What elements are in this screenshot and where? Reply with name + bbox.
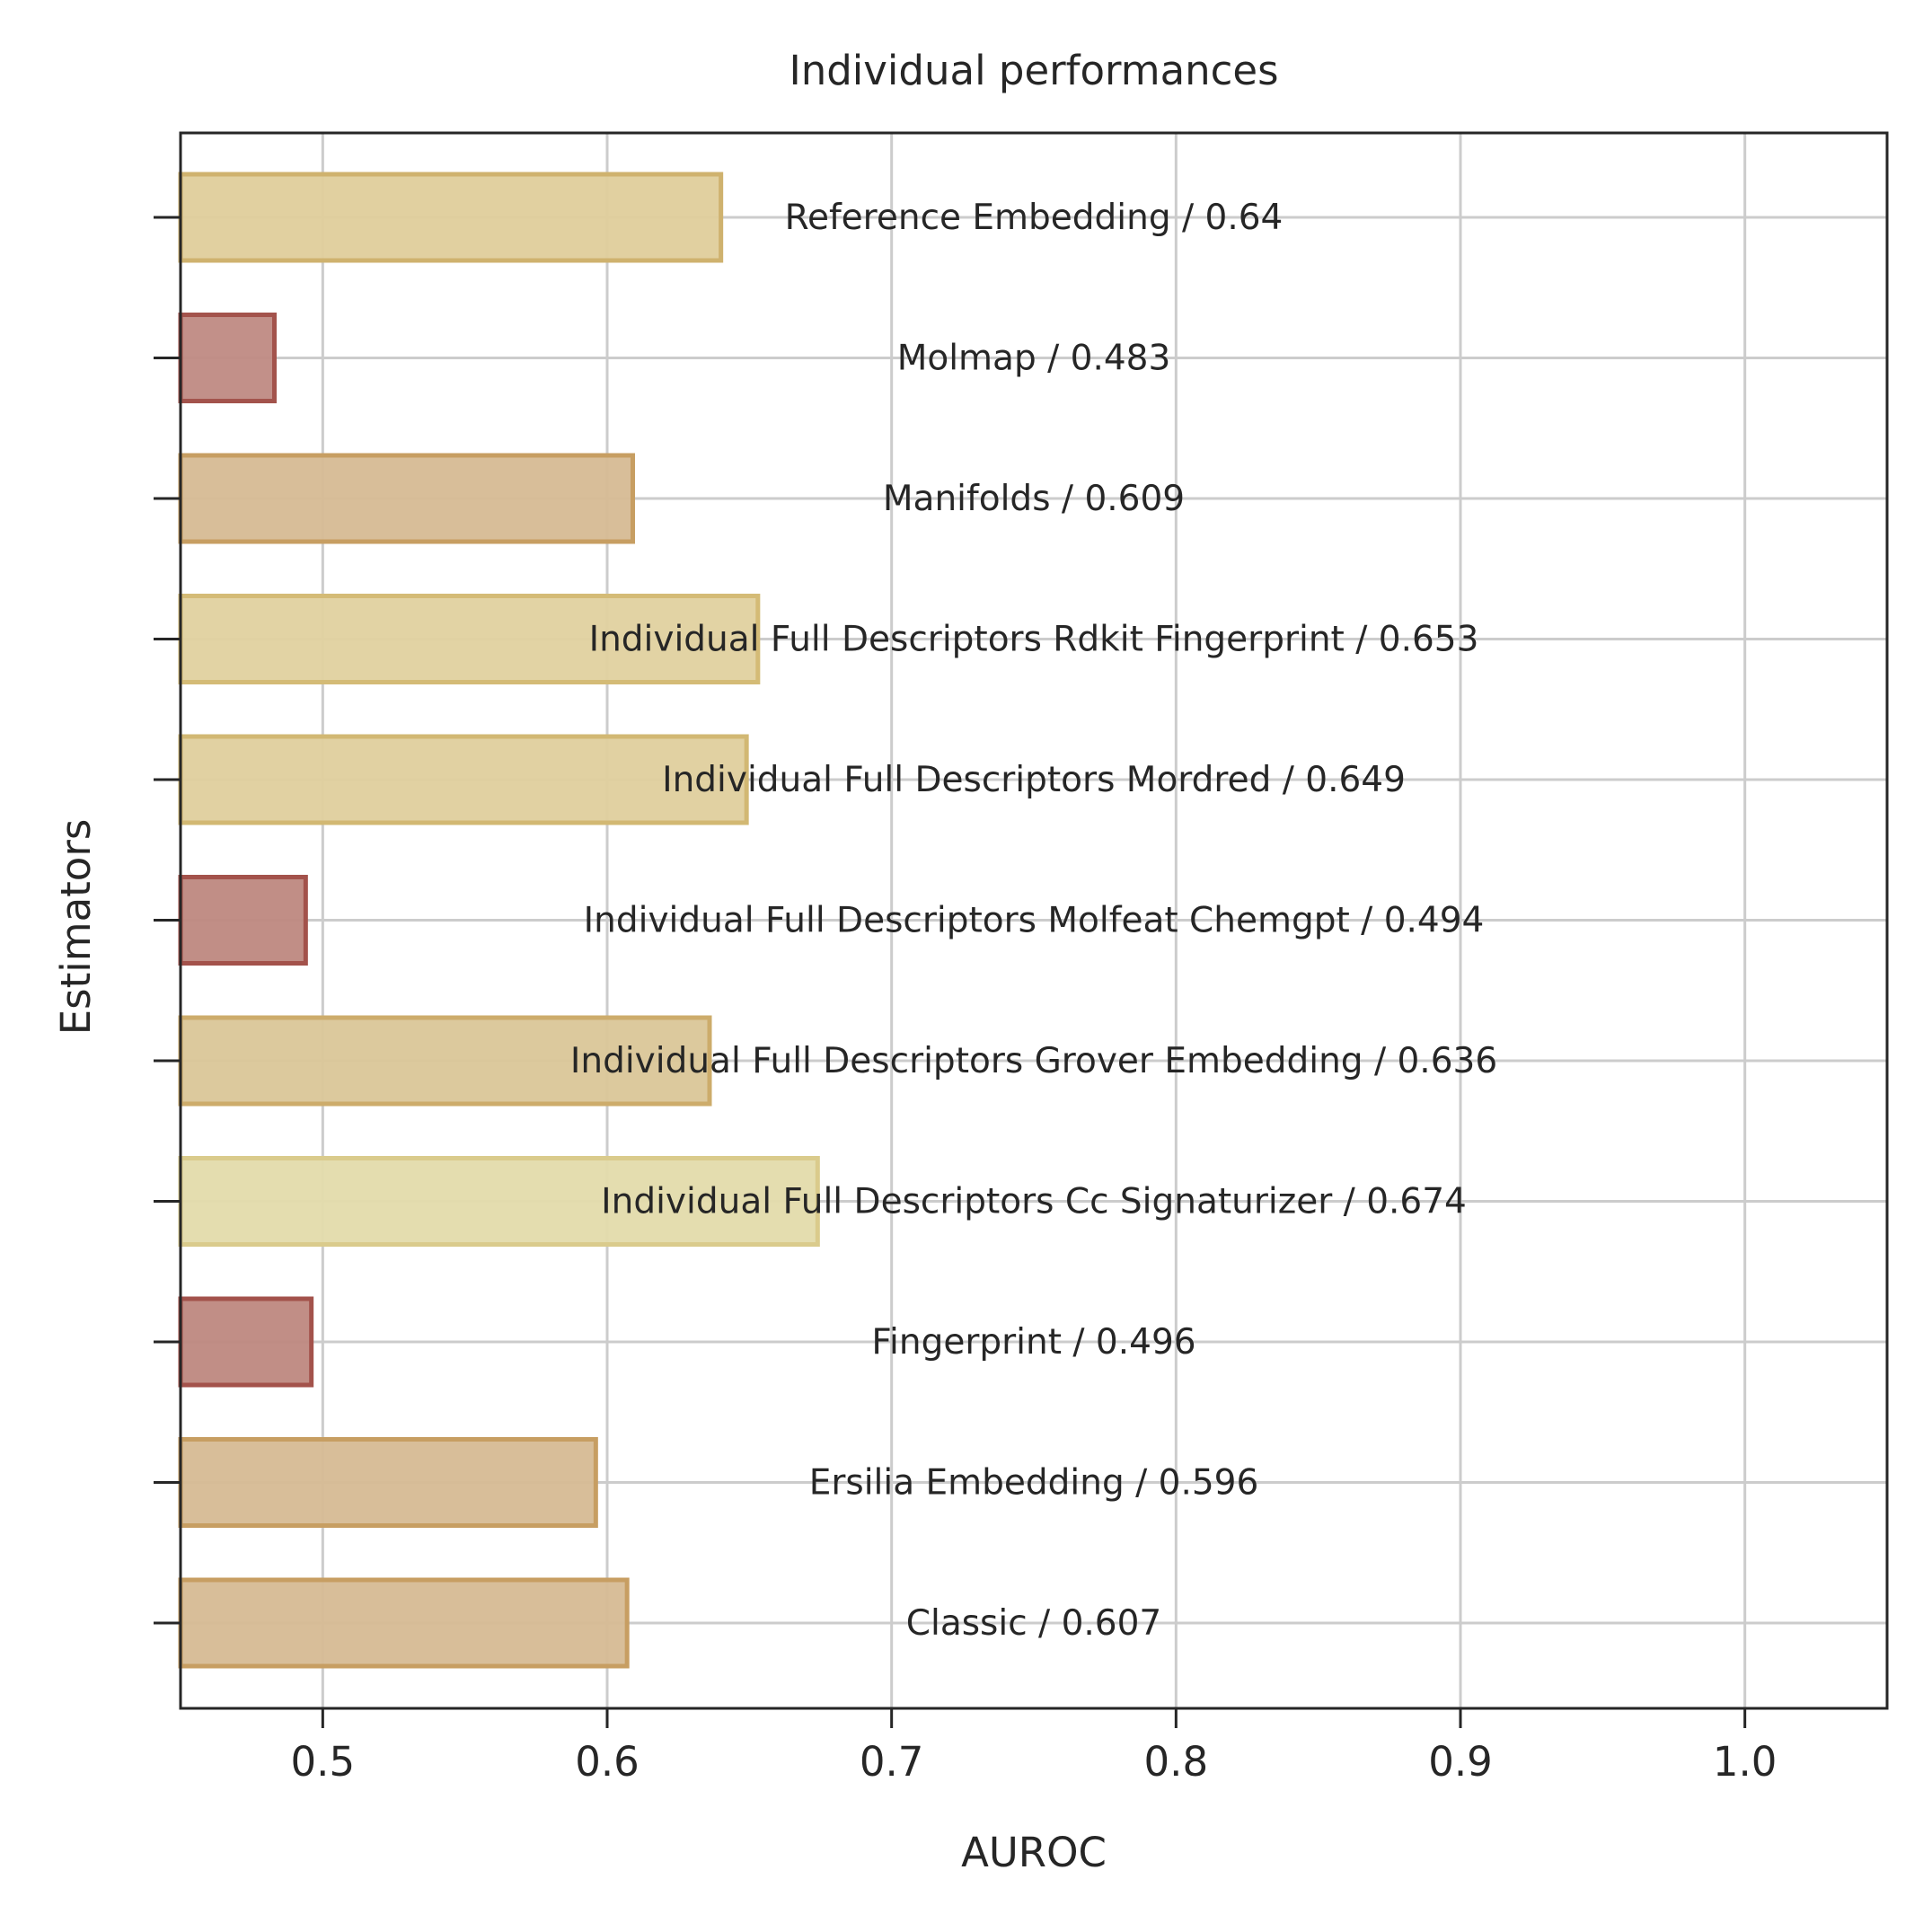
bar	[178, 1577, 630, 1669]
bar	[178, 1437, 598, 1528]
bar	[178, 594, 761, 684]
bar-value-label: Classic / 0.607	[906, 1603, 1161, 1644]
bar-value-label: Individual Full Descriptors Molfeat Chem…	[584, 901, 1485, 941]
bars-layer	[178, 172, 820, 1669]
y-axis-label: Estimators	[52, 819, 100, 1036]
x-tick-label: 0.6	[575, 1738, 640, 1786]
x-tick-label: 1.0	[1713, 1738, 1778, 1786]
x-tick-label: 0.7	[860, 1738, 924, 1786]
bar-value-label: Fingerprint / 0.496	[871, 1322, 1195, 1363]
y-ticks-layer	[154, 216, 181, 1625]
bar	[178, 1015, 712, 1107]
bar	[178, 172, 724, 263]
bar-value-label: Individual Full Descriptors Cc Signaturi…	[601, 1182, 1467, 1222]
bar	[178, 1156, 820, 1247]
bar-value-label: Individual Full Descriptors Rdkit Finger…	[589, 620, 1479, 660]
bar-labels-layer: Reference Embedding / 0.64 Molmap / 0.483…	[570, 198, 1497, 1644]
x-ticks-layer: 0.5 0.6 0.7 0.8 0.9 1.0	[291, 1708, 1778, 1786]
x-tick-label: 0.9	[1428, 1738, 1493, 1786]
bar	[178, 313, 277, 403]
bar	[178, 734, 749, 825]
bar-value-label: Individual Full Descriptors Grover Embed…	[570, 1041, 1497, 1081]
bar	[178, 1296, 314, 1388]
x-axis-label: AUROC	[961, 1829, 1107, 1876]
bar-value-label: Reference Embedding / 0.64	[785, 198, 1284, 238]
chart-title: Individual performances	[789, 47, 1278, 94]
bar-value-label: Manifolds / 0.609	[883, 479, 1185, 519]
x-tick-label: 0.8	[1144, 1738, 1209, 1786]
bar-value-label: Individual Full Descriptors Mordred / 0.…	[662, 760, 1406, 800]
bar-value-label: Molmap / 0.483	[897, 339, 1171, 379]
bar	[178, 453, 635, 544]
bar-value-label: Ersilia Embedding / 0.596	[809, 1463, 1259, 1504]
bar	[178, 875, 308, 966]
x-tick-label: 0.5	[291, 1738, 356, 1786]
